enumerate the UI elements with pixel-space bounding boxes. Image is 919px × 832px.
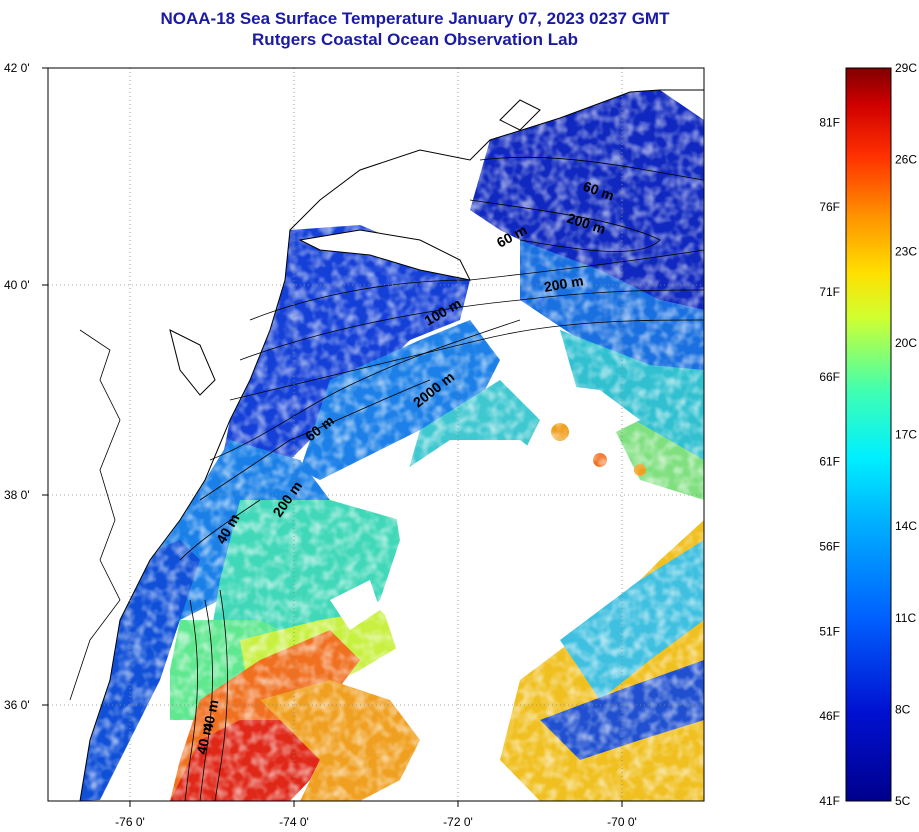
cloud-mask-central <box>380 440 660 760</box>
contour-label: 40 m <box>199 698 221 733</box>
colorbar-celsius-label: 5C <box>895 794 911 808</box>
contour-line <box>239 289 704 361</box>
land-mass <box>48 68 704 801</box>
colorbar-labels: 29C 26C 23C 20C 17C 14C 11C 8C 5C 81F 76F 71F 66F 61F… <box>819 61 917 808</box>
lat-tick-label: 38 0' <box>4 488 30 502</box>
colorbar-fahrenheit-label: 66F <box>819 370 840 384</box>
colorbar <box>845 67 892 802</box>
colorbar-celsius-label: 8C <box>895 702 911 716</box>
lon-tick-label: -72 0' <box>443 815 473 829</box>
map-frame <box>47 67 705 802</box>
lon-tick-label: -76 0' <box>115 815 145 829</box>
title-line-1: NOAA-18 Sea Surface Temperature January … <box>160 9 670 28</box>
contour-line <box>249 249 704 321</box>
colorbar-celsius-label: 20C <box>895 336 917 350</box>
colorbar-fahrenheit-label: 81F <box>819 115 840 129</box>
colorbar-fahrenheit-label: 56F <box>819 539 840 553</box>
contour-line <box>199 379 431 501</box>
contour-line <box>214 589 228 801</box>
lon-tick-label: -70 0' <box>607 815 637 829</box>
colorbar-fahrenheit-label: 51F <box>819 624 840 638</box>
cloud-mask-east <box>520 380 640 440</box>
contour-line <box>184 599 198 801</box>
contour-line <box>469 199 661 252</box>
contour-line <box>209 319 521 461</box>
lon-tick-label: -74 0' <box>279 815 309 829</box>
contour-line <box>229 319 704 401</box>
title-line-2: Rutgers Coastal Ocean Observation Lab <box>252 30 578 49</box>
colorbar-celsius-label: 23C <box>895 244 917 258</box>
delaware-bay-coast <box>169 329 216 396</box>
cape-cod <box>499 99 541 131</box>
contour-label: 200 m <box>543 272 585 295</box>
lat-tick-label: 36 0' <box>4 698 30 712</box>
colorbar-celsius-label: 26C <box>895 153 917 167</box>
contour-line <box>479 156 704 181</box>
graticule <box>48 68 704 801</box>
colorbar-celsius-label: 14C <box>895 519 917 533</box>
colorbar-celsius-label: 11C <box>895 611 916 625</box>
contour-line <box>199 599 213 801</box>
lat-tick-label: 40 0' <box>4 278 30 292</box>
sst-field <box>48 68 704 801</box>
colorbar-fahrenheit-label: 71F <box>819 285 840 299</box>
chesapeake-coast <box>69 329 121 701</box>
map-title: NOAA-18 Sea Surface Temperature January … <box>0 8 830 50</box>
colorbar-fahrenheit-label: 46F <box>819 709 840 723</box>
colorbar-fahrenheit-label: 41F <box>819 794 840 808</box>
axis-ticks <box>42 67 623 807</box>
colorbar-celsius-label: 17C <box>895 428 917 442</box>
bathymetry-contours <box>179 156 704 801</box>
contour-line <box>179 499 261 561</box>
colorbar-fahrenheit-label: 76F <box>819 200 840 214</box>
cloud-mask-small <box>330 580 380 630</box>
contour-label: 40 m <box>193 721 215 756</box>
colorbar-fahrenheit-label: 61F <box>819 455 840 469</box>
colorbar-celsius-label: 29C <box>895 61 917 75</box>
lat-tick-label: 42 0' <box>4 61 30 75</box>
